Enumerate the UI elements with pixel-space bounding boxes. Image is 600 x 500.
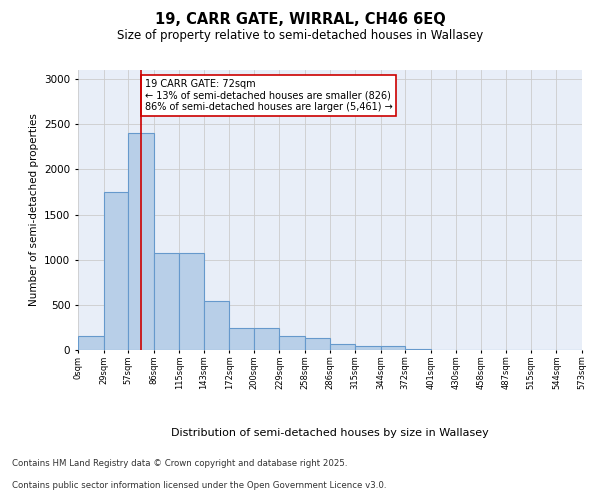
Y-axis label: Number of semi-detached properties: Number of semi-detached properties — [29, 114, 38, 306]
Bar — [128, 133, 154, 350]
Bar — [355, 346, 380, 350]
Text: 19, CARR GATE, WIRRAL, CH46 6EQ: 19, CARR GATE, WIRRAL, CH46 6EQ — [155, 12, 445, 28]
Bar — [204, 301, 229, 350]
Text: Distribution of semi-detached houses by size in Wallasey: Distribution of semi-detached houses by … — [171, 428, 489, 438]
Bar — [179, 253, 204, 350]
Bar — [104, 192, 128, 350]
Bar — [154, 253, 179, 350]
Text: 19 CARR GATE: 72sqm
← 13% of semi-detached houses are smaller (826)
86% of semi-: 19 CARR GATE: 72sqm ← 13% of semi-detach… — [145, 79, 392, 112]
Bar — [380, 346, 405, 350]
Bar — [78, 336, 104, 350]
Text: Size of property relative to semi-detached houses in Wallasey: Size of property relative to semi-detach… — [117, 29, 483, 42]
Bar — [329, 344, 355, 350]
Text: Contains HM Land Registry data © Crown copyright and database right 2025.: Contains HM Land Registry data © Crown c… — [12, 458, 347, 468]
Bar — [254, 328, 280, 350]
Text: Contains public sector information licensed under the Open Government Licence v3: Contains public sector information licen… — [12, 481, 386, 490]
Bar — [229, 328, 254, 350]
Bar — [305, 338, 329, 350]
Bar — [280, 336, 305, 350]
